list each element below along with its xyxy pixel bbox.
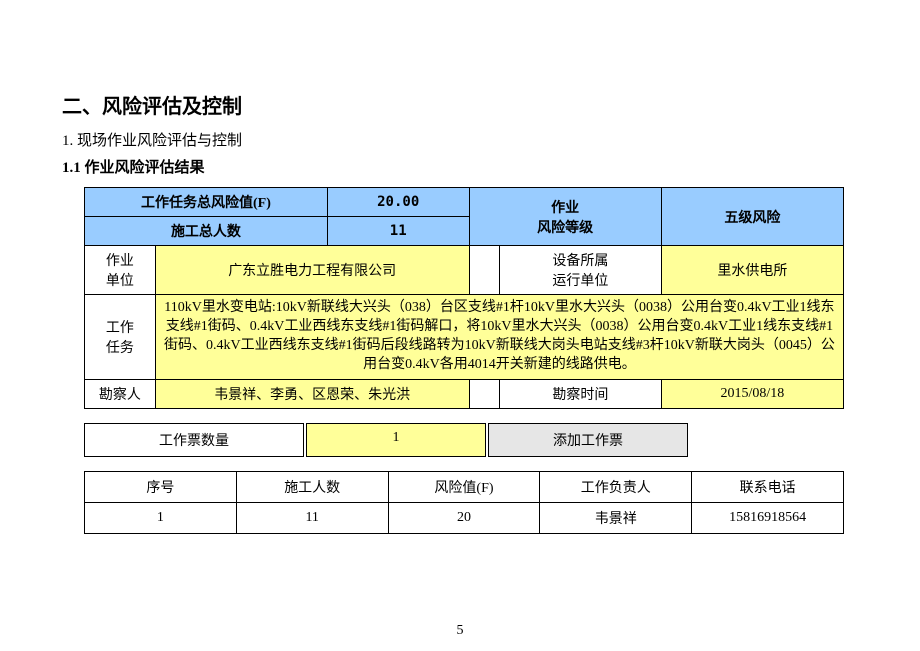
document-page: 二、风险评估及控制 1. 现场作业风险评估与控制 1.1 作业风险评估结果 工作… xyxy=(0,0,920,651)
subsection-title-1-1: 1.1 作业风险评估结果 xyxy=(62,156,858,177)
risk-value: 20.00 xyxy=(327,188,469,217)
section-title: 二、风险评估及控制 xyxy=(62,90,858,119)
cell-risk: 20 xyxy=(388,502,540,533)
risk-level: 五级风险 xyxy=(661,188,843,246)
ticket-list-table: 序号 施工人数 风险值(F) 工作负责人 联系电话 1 11 20 韦景祥 15… xyxy=(84,471,844,534)
task-label: 工作 任务 xyxy=(85,295,156,380)
owner-value: 里水供电所 xyxy=(661,246,843,295)
risk-summary-table: 工作任务总风险值(F) 20.00 作业 风险等级 五级风险 施工总人数 11 … xyxy=(84,187,844,409)
owner-label: 设备所属 运行单位 xyxy=(499,246,661,295)
cell-seq: 1 xyxy=(85,502,237,533)
subsection-title-1: 1. 现场作业风险评估与控制 xyxy=(62,129,858,150)
surveyor-value: 韦景祥、李勇、区恩荣、朱光洪 xyxy=(155,379,469,408)
surveyor-label: 勘察人 xyxy=(85,379,156,408)
ticket-row: 工作票数量 1 添加工作票 xyxy=(84,423,844,457)
cell-phone: 15816918564 xyxy=(692,502,844,533)
col-phone: 联系电话 xyxy=(692,471,844,502)
risk-value-label: 工作任务总风险值(F) xyxy=(85,188,328,217)
task-text: 110kV里水变电站:10kV新联线大兴头（038）台区支线#1杆10kV里水大… xyxy=(155,295,843,380)
ticket-count-value: 1 xyxy=(306,423,486,457)
survey-time-label: 勘察时间 xyxy=(499,379,661,408)
crew-label: 施工总人数 xyxy=(85,217,328,246)
col-crew: 施工人数 xyxy=(236,471,388,502)
ticket-count-label: 工作票数量 xyxy=(84,423,304,457)
spacer-cell xyxy=(469,379,499,408)
table-row: 1 11 20 韦景祥 15816918564 xyxy=(85,502,844,533)
col-risk: 风险值(F) xyxy=(388,471,540,502)
cell-crew: 11 xyxy=(236,502,388,533)
cell-leader: 韦景祥 xyxy=(540,502,692,533)
risk-level-label: 作业 风险等级 xyxy=(469,188,661,246)
col-leader: 工作负责人 xyxy=(540,471,692,502)
crew-count: 11 xyxy=(327,217,469,246)
add-ticket-button[interactable]: 添加工作票 xyxy=(488,423,688,457)
page-number: 5 xyxy=(0,623,920,639)
survey-time-value: 2015/08/18 xyxy=(661,379,843,408)
table-header-row: 序号 施工人数 风险值(F) 工作负责人 联系电话 xyxy=(85,471,844,502)
unit-value: 广东立胜电力工程有限公司 xyxy=(155,246,469,295)
unit-label: 作业 单位 xyxy=(85,246,156,295)
spacer-cell xyxy=(469,246,499,295)
col-seq: 序号 xyxy=(85,471,237,502)
